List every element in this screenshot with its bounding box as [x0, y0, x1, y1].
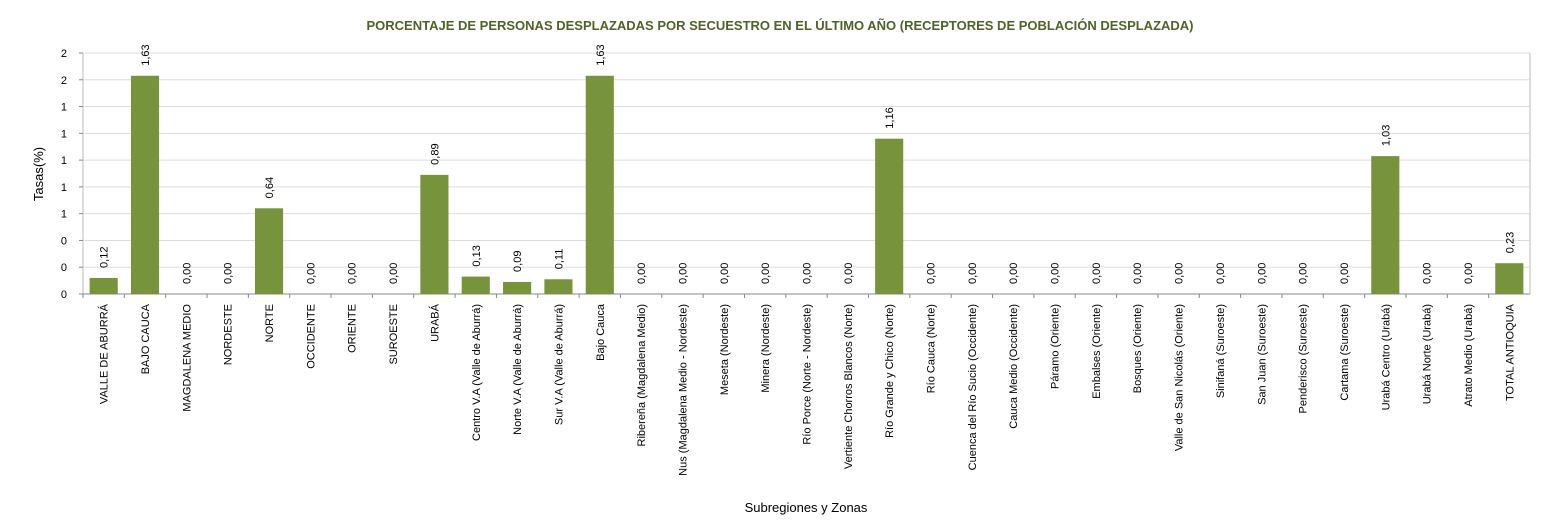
- y-tick-label: 1: [61, 128, 67, 140]
- y-tick-label: 0: [61, 262, 67, 274]
- bar: [544, 279, 573, 294]
- bar: [875, 138, 904, 294]
- value-label: 0,00: [347, 263, 359, 284]
- value-label: 0,00: [1215, 263, 1227, 284]
- y-tick-label: 2: [61, 48, 67, 60]
- chart-title: PORCENTAJE DE PERSONAS DESPLAZADAS POR S…: [366, 18, 1193, 33]
- value-label: 0,64: [264, 177, 276, 198]
- value-label: 0,00: [1008, 263, 1020, 284]
- value-label: 0,13: [471, 245, 483, 266]
- value-label: 0,00: [305, 263, 317, 284]
- x-tick-label: Cauca Medio (Occidente): [1008, 304, 1020, 429]
- value-label: 0,00: [719, 263, 731, 284]
- x-tick-label: NORDESTE: [223, 304, 235, 365]
- x-tick-label: NORTE: [264, 304, 276, 342]
- value-label: 0,00: [1339, 263, 1351, 284]
- value-label: 0,00: [760, 263, 772, 284]
- x-tick-label: Urabá Norte (Urabá): [1422, 304, 1434, 404]
- x-tick-label: Río Grande y Chico (Norte): [884, 304, 896, 438]
- x-tick-label: Meseta (Nordeste): [719, 304, 731, 395]
- value-label: 0,11: [553, 249, 565, 270]
- x-tick-label: San Juan (Suroeste): [1256, 304, 1268, 405]
- value-label: 0,00: [1256, 263, 1268, 284]
- value-label: 0,00: [1298, 263, 1310, 284]
- x-tick-label: URABÁ: [428, 303, 441, 342]
- y-tick-label: 0: [61, 289, 67, 301]
- bar: [503, 281, 532, 294]
- x-tick-label: Vertiente Chorros Blancos (Norte): [843, 304, 855, 469]
- value-label: 1,63: [595, 44, 607, 65]
- x-tick-label: Embalses (Oriente): [1091, 304, 1103, 399]
- x-tick-label: Río Cauca (Norte): [926, 304, 938, 393]
- value-label: 0,09: [512, 251, 524, 272]
- x-tick-label: VALLE DE ABURRÁ: [98, 303, 111, 404]
- value-label: 0,00: [1463, 263, 1475, 284]
- value-label: 0,12: [99, 247, 111, 268]
- value-label: 0,00: [181, 263, 193, 284]
- y-tick-label: 0: [61, 235, 67, 247]
- x-tick-label: Valle de San Nicolás (Oriente): [1174, 304, 1186, 451]
- bar: [1495, 263, 1524, 294]
- x-tick-label: Cartama (Suroeste): [1339, 304, 1351, 401]
- x-tick-label: Río Porce (Norte - Nordeste): [802, 304, 814, 445]
- x-tick-label: Páramo (Oriente): [1050, 304, 1062, 389]
- x-tick-label: MAGDALENA MEDIO: [181, 304, 193, 412]
- bar: [89, 277, 118, 294]
- x-tick-label: Ribereña (Magdalena Medio): [636, 304, 648, 446]
- x-tick-label: SUROESTE: [388, 304, 400, 365]
- bar: [585, 75, 614, 294]
- bar: [130, 75, 160, 294]
- y-axis-title: Tasas(%): [31, 147, 46, 201]
- x-tick-label: Minera (Nordeste): [760, 304, 772, 393]
- value-label: 0,00: [843, 263, 855, 284]
- y-tick-label: 1: [61, 155, 67, 167]
- value-label: 0,00: [636, 263, 648, 284]
- value-label: 0,00: [1132, 263, 1144, 284]
- bar: [461, 276, 490, 294]
- x-tick-label: Centro V.A (Valle de Aburrá): [471, 304, 483, 441]
- x-tick-label: Atrato Medio (Urabá): [1463, 304, 1475, 407]
- x-tick-label: Norte V.A (Valle de Aburrá): [512, 304, 524, 435]
- bar: [1371, 156, 1400, 294]
- value-label: 0,00: [1091, 263, 1103, 284]
- value-label: 0,00: [926, 263, 938, 284]
- value-label: 0,23: [1504, 232, 1516, 253]
- value-label: 1,03: [1380, 125, 1392, 146]
- value-label: 0,00: [967, 263, 979, 284]
- value-label: 0,00: [1174, 263, 1186, 284]
- value-label: 0,00: [802, 263, 814, 284]
- x-tick-label: Sur V.A (Valle de Aburrá): [553, 304, 565, 425]
- x-tick-label: Sinifaná (Suroeste): [1215, 304, 1227, 398]
- y-tick-label: 1: [61, 102, 67, 114]
- y-tick-label: 1: [61, 182, 67, 194]
- x-tick-label: Urabá Centro (Urabá): [1380, 304, 1392, 410]
- x-tick-label: Bajo Cauca: [595, 303, 607, 361]
- y-tick-label: 1: [61, 209, 67, 221]
- y-tick-label: 2: [61, 75, 67, 87]
- value-label: 1,63: [140, 44, 152, 65]
- x-tick-label: Nus (Magdalena Medio - Nordeste): [677, 304, 689, 476]
- x-tick-label: Bosques (Oriente): [1132, 304, 1144, 393]
- value-label: 0,00: [223, 263, 235, 284]
- x-tick-label: TOTAL ANTIOQUIA: [1504, 303, 1516, 401]
- bar: [254, 208, 284, 294]
- x-tick-label: Penderisco (Suroeste): [1298, 304, 1310, 413]
- x-tick-label: OCCIDENTE: [305, 304, 317, 369]
- x-axis-title: Subregiones y Zonas: [745, 500, 868, 515]
- value-label: 0,00: [1050, 263, 1062, 284]
- value-label: 0,00: [677, 263, 689, 284]
- value-label: 0,00: [388, 263, 400, 284]
- x-tick-label: Cuenca del Río Sucio (Occidente): [967, 304, 979, 470]
- bar: [420, 174, 449, 294]
- plot-area: [82, 52, 1531, 295]
- x-tick-label: ORIENTE: [347, 304, 359, 353]
- x-tick-label: BAJO CAUCA: [140, 303, 152, 374]
- value-label: 0,89: [429, 143, 441, 164]
- value-label: 0,00: [1422, 263, 1434, 284]
- value-label: 1,16: [884, 107, 896, 128]
